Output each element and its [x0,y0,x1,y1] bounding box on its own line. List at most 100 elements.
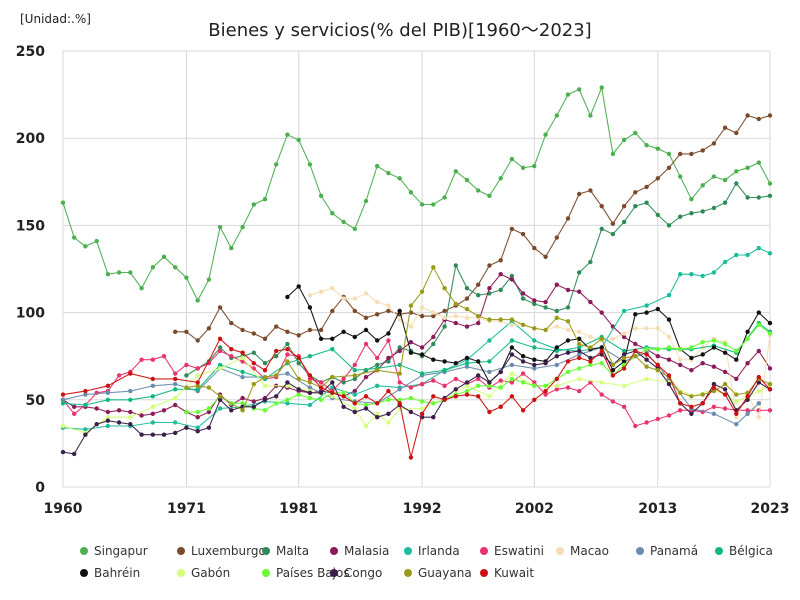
x-tick-label: 2002 [515,501,554,517]
data-point [509,345,515,350]
data-point [251,361,256,366]
data-point [262,374,268,380]
data-point [184,373,189,378]
data-point [700,273,705,279]
data-point [386,355,391,361]
data-point [116,270,122,275]
data-point [577,352,582,357]
data-point [60,423,66,429]
data-point [161,254,167,259]
data-point [105,409,111,415]
data-point [363,291,369,296]
data-point [678,272,683,277]
data-point [532,357,537,362]
data-point [419,345,425,350]
data-point [375,362,380,368]
data-point [408,324,414,329]
data-point [554,383,559,388]
data-point [745,361,750,366]
data-point [330,385,335,390]
data-point [487,394,492,399]
data-point [565,319,571,324]
data-point [105,272,111,277]
data-point [588,355,593,361]
data-point [161,432,167,437]
data-point [509,156,515,162]
data-point [150,265,155,270]
data-point [734,169,739,174]
data-point [498,404,503,409]
data-point [195,425,200,430]
data-point [711,270,717,275]
data-point [644,326,649,331]
data-point [453,394,458,399]
legend-label: Eswatini [494,544,544,558]
data-point [610,151,616,157]
data-point [767,331,773,336]
data-point [408,190,414,195]
legend-label: Irlanda [418,544,460,558]
data-point [195,380,200,385]
data-point [307,354,313,359]
data-point [666,151,672,157]
chart-title: Bienes y servicios(% del PIB)[1960～2023] [208,20,592,41]
data-point [274,324,279,329]
data-point [386,359,391,364]
data-point [397,397,402,402]
data-point [532,345,537,350]
data-point [543,392,548,397]
data-point [431,313,436,319]
y-tick-label: 250 [16,44,45,60]
data-point [464,392,470,397]
data-point [476,394,481,399]
data-point [644,420,649,425]
data-point [599,336,604,341]
data-point [363,341,369,347]
data-point [621,359,627,364]
data-point [577,376,582,382]
data-point [644,310,649,315]
data-point [689,368,694,373]
data-point [184,385,189,390]
data-point [330,394,335,399]
data-point [128,371,133,376]
data-point [565,350,571,355]
legend-item: Irlanda [404,544,460,558]
data-point [509,362,515,368]
data-point [341,296,346,301]
data-point [116,408,122,413]
data-point [577,270,582,275]
data-point [734,376,739,382]
data-point [397,317,402,322]
data-point [554,113,559,118]
data-point [655,354,660,359]
data-point [689,345,694,350]
data-point [666,317,672,322]
data-point [330,211,335,216]
data-point [678,390,683,395]
data-point [408,385,414,390]
data-point [577,348,582,354]
data-point [655,362,660,368]
data-point [464,361,470,366]
data-point [139,432,144,437]
data-point [442,397,447,402]
data-point [397,371,402,376]
data-point [375,368,380,373]
data-point [318,380,324,385]
data-point [453,263,458,268]
data-point [453,301,458,307]
data-point [431,357,436,362]
data-point [509,322,515,327]
data-point [577,345,582,350]
data-point [307,402,313,408]
data-point [352,334,357,340]
data-point [599,345,604,350]
data-point [94,422,99,427]
data-point [498,287,503,293]
data-point [621,308,627,314]
data-point [419,406,425,411]
data-point [689,197,694,202]
data-point [217,397,223,402]
data-point [476,188,481,193]
